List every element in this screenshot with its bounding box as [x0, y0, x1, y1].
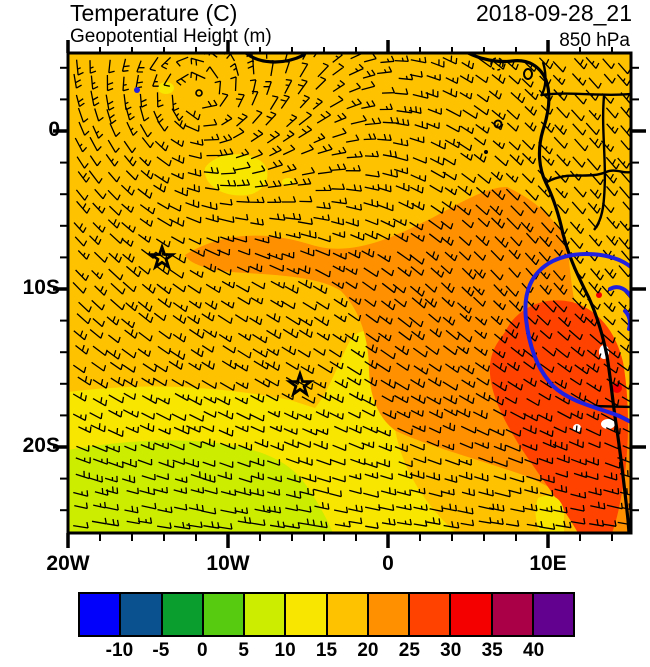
colorbar-cell	[80, 594, 120, 635]
colorbar-tick-label: 30	[440, 640, 462, 661]
geo-height-contour-dot	[134, 87, 140, 93]
colorbar-cell	[121, 594, 161, 635]
island	[493, 119, 503, 129]
island	[484, 150, 488, 154]
country-border	[593, 95, 607, 231]
dashed-height-contour	[490, 57, 504, 71]
temp-region-hot-spot-35C	[612, 383, 622, 393]
chart-title: Temperature (C)	[70, 0, 238, 26]
colorbar-cell	[286, 594, 326, 635]
country-border	[591, 404, 630, 409]
colorbar-cell	[162, 594, 202, 635]
colorbar-cell	[451, 594, 491, 635]
colorbar-cell	[410, 594, 450, 635]
x-tick-label: 20W	[46, 552, 90, 575]
temp-region-band-10-15C-southwest	[69, 440, 333, 532]
colorbar-tick-label: 0	[196, 640, 208, 661]
colorbar-cell	[327, 594, 367, 635]
x-tick-label: 10W	[206, 552, 250, 575]
geo-height-contour	[523, 252, 630, 424]
temp-region-region-30-35C-coast	[489, 300, 629, 532]
colorbar-cell	[245, 594, 285, 635]
colorbar-tick-label: 25	[398, 640, 420, 661]
map-frame	[66, 51, 633, 535]
island	[523, 68, 533, 80]
valid-datetime: 2018-09-28_21	[475, 0, 632, 26]
colorbar-cell	[533, 594, 573, 635]
temp-region-patch-15-20C-bottom	[535, 495, 564, 532]
x-tick-label: 0	[382, 552, 394, 575]
colorbar-tick-label: 40	[523, 640, 545, 661]
colorbar-tick-label: 35	[481, 640, 503, 661]
coastline	[244, 54, 306, 64]
temp-region-terrain-mask-white	[601, 419, 615, 429]
wind-barbs	[72, 54, 630, 530]
colorbar-tick-label: 20	[357, 640, 379, 661]
colorbar-tick-label: 15	[315, 640, 338, 661]
station-star-marker	[147, 242, 177, 271]
colorbar-cell	[203, 594, 243, 635]
y-tick-label: 10S	[22, 276, 60, 299]
station-star-marker	[285, 369, 315, 398]
overlay-field-subtitle: Geopotential Height (m)	[70, 26, 272, 47]
country-border	[540, 92, 630, 97]
colorbar-tick-label: 5	[238, 640, 249, 661]
temp-region-hot-spot-35C-small	[596, 292, 602, 298]
colorbar	[78, 592, 575, 637]
calm-wind-circle	[195, 89, 203, 97]
map-area	[69, 54, 630, 532]
y-tick-label: 0	[48, 118, 60, 141]
y-tick-label: 20S	[22, 434, 60, 457]
colorbar-tick-label: -5	[152, 640, 170, 661]
pressure-level-label: 850 hPa	[559, 30, 630, 51]
colorbar-cell	[368, 594, 408, 635]
colorbar-cell	[492, 594, 532, 635]
x-tick-label: 10E	[529, 552, 567, 575]
colorbar-tick-label: -10	[105, 640, 134, 661]
colorbar-tick-label: 10	[274, 640, 296, 661]
country-border	[546, 169, 630, 184]
temp-region-patch-15-20C-small	[158, 82, 174, 94]
